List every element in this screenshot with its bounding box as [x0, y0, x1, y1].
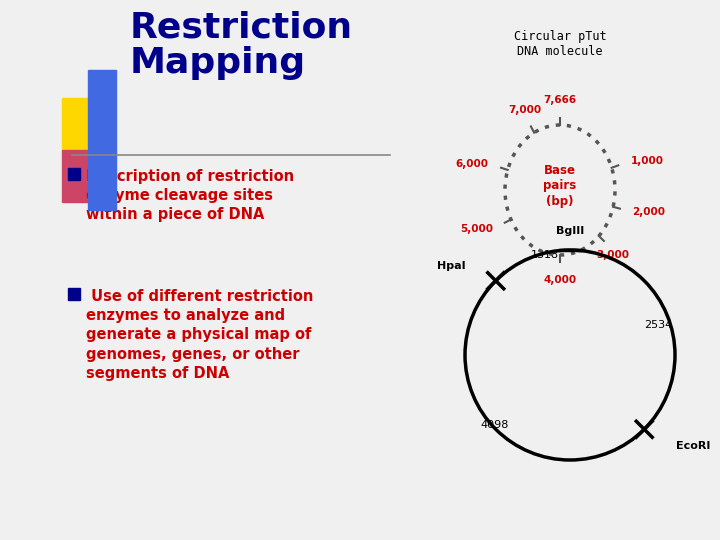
- Text: 2534: 2534: [644, 320, 672, 330]
- Text: 4,000: 4,000: [544, 275, 577, 285]
- Bar: [68, 288, 80, 300]
- Text: HpaI: HpaI: [437, 261, 466, 271]
- Text: 7,000: 7,000: [508, 105, 541, 115]
- Text: 5,000: 5,000: [460, 224, 493, 234]
- Bar: [62, 150, 114, 202]
- Bar: [68, 168, 80, 180]
- Bar: [62, 98, 114, 150]
- Text: 2,000: 2,000: [632, 207, 665, 217]
- Text: EcoRI: EcoRI: [676, 441, 711, 451]
- Text: Circular pTut
DNA molecule: Circular pTut DNA molecule: [513, 30, 606, 58]
- Text: Restriction
Mapping: Restriction Mapping: [130, 11, 353, 80]
- Text: Description of restriction
enzyme cleavage sites
within a piece of DNA: Description of restriction enzyme cleava…: [86, 169, 294, 222]
- Text: 7,666: 7,666: [544, 95, 577, 105]
- Text: 1318: 1318: [531, 250, 559, 260]
- Text: 4098: 4098: [481, 420, 509, 430]
- Text: 3,000: 3,000: [597, 250, 629, 260]
- Bar: [88, 70, 116, 210]
- Text: 1,000: 1,000: [631, 156, 663, 166]
- Text: Use of different restriction
enzymes to analyze and
generate a physical map of
g: Use of different restriction enzymes to …: [86, 289, 313, 381]
- Text: 6,000: 6,000: [456, 159, 489, 168]
- Text: Base
pairs
(bp): Base pairs (bp): [544, 164, 577, 208]
- Text: BgIII: BgIII: [556, 226, 584, 236]
